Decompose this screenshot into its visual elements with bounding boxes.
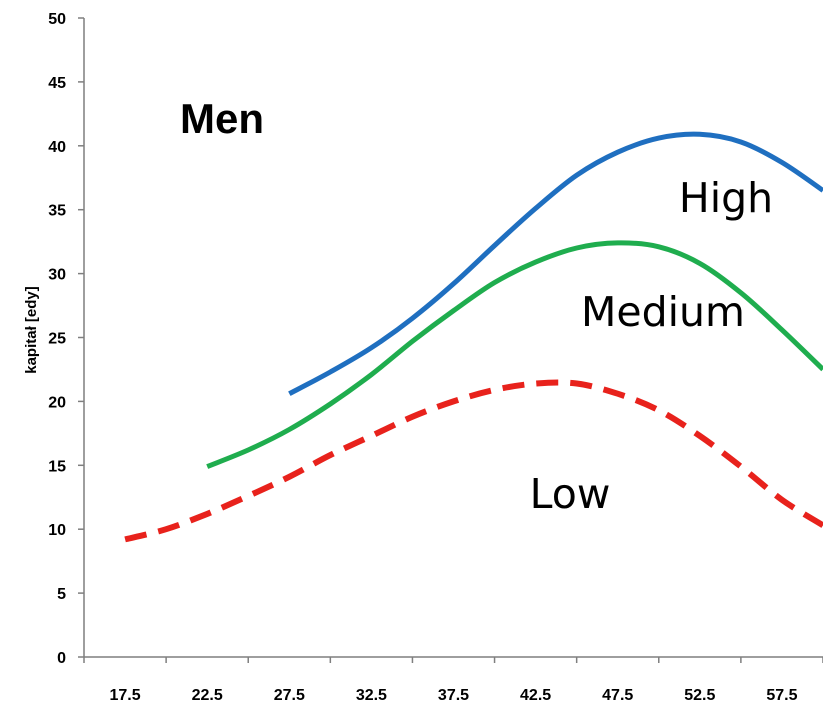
- series-label-high: High: [679, 174, 773, 222]
- x-tick-label: 37.5: [438, 687, 469, 704]
- series-line-medium: [206, 240, 823, 469]
- y-tick-label: 5: [57, 586, 66, 603]
- x-axis-ticks: 17.5 22.5 27.5 32.5 37.5 42.5 47.5 52.5 57.5: [83, 657, 823, 704]
- y-axis-label: kapitał [edy]: [23, 286, 40, 374]
- y-axis-ticks: 0 5 10 15 20 25 30 35 40 45 50: [48, 11, 84, 667]
- x-tick-label: 52.5: [684, 687, 715, 704]
- series-line-low: [124, 379, 823, 543]
- y-tick-label: 15: [48, 458, 66, 475]
- y-tick-label: 20: [48, 394, 66, 411]
- series-line-high: [288, 131, 823, 396]
- x-tick-label: 32.5: [356, 687, 387, 704]
- y-tick-label: 45: [48, 75, 66, 92]
- series-label-low: Low: [530, 470, 611, 518]
- series-lines: [124, 131, 823, 543]
- y-tick-label: 25: [48, 331, 66, 348]
- y-tick-label: 35: [48, 203, 66, 220]
- x-tick-label: 27.5: [274, 687, 305, 704]
- x-tick-label: 47.5: [602, 687, 633, 704]
- x-tick-label: 17.5: [109, 687, 140, 704]
- y-tick-label: 40: [48, 139, 66, 156]
- x-tick-label: 57.5: [766, 687, 797, 704]
- y-tick-label: 0: [57, 650, 66, 667]
- x-tick-label: 22.5: [192, 687, 223, 704]
- series-label-medium: Medium: [581, 288, 745, 336]
- y-tick-label: 50: [48, 11, 66, 28]
- series-labels: High Medium Low: [530, 174, 773, 518]
- chart-title: Men: [180, 95, 264, 142]
- y-tick-label: 10: [48, 522, 66, 539]
- y-tick-label: 30: [48, 267, 66, 284]
- x-tick-label: 42.5: [520, 687, 551, 704]
